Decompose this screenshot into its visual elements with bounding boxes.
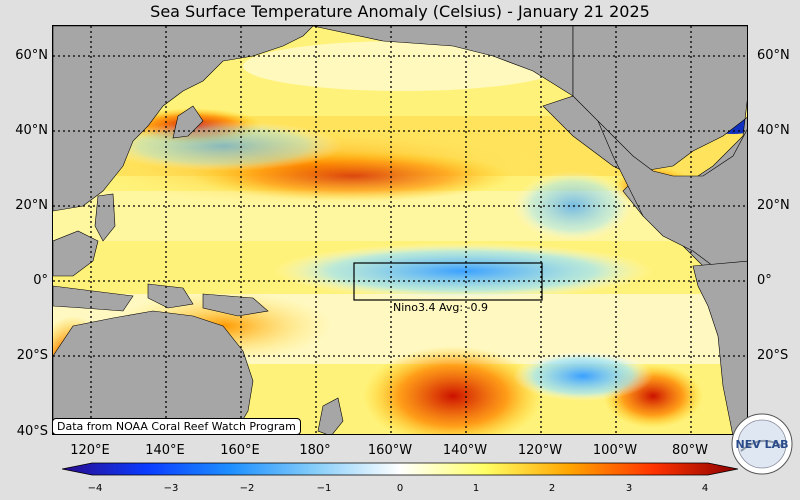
colorbar (62, 462, 738, 476)
new-guinea-land (202, 293, 269, 317)
lon-label-120e: 120°E (70, 443, 110, 458)
lon-label-140w: 140°W (442, 443, 488, 458)
lat-label-40n-right: 40°N (757, 123, 790, 138)
lon-label-180: 180° (299, 443, 331, 458)
colorbar-bar (62, 462, 738, 476)
lon-label-100w: 100°W (592, 443, 638, 458)
data-credit: Data from NOAA Coral Reef Watch Program (52, 418, 301, 435)
graticule (53, 26, 747, 434)
lat-label-20s-left: 20°S (16, 348, 48, 363)
lon-label-120w: 120°W (517, 443, 563, 458)
lat-label-60n-right: 60°N (757, 48, 790, 63)
colorbar-tick: −2 (239, 483, 255, 494)
nino34-box (353, 262, 543, 301)
se-asia-land (53, 230, 99, 277)
colorbar-tick: 4 (701, 483, 709, 494)
equatorial-cool-tongue (273, 243, 653, 299)
map-canvas (53, 26, 747, 434)
colorbar-tick: −3 (163, 483, 179, 494)
lat-label-20n-left: 20°N (15, 198, 48, 213)
colorbar-tick: 2 (548, 483, 556, 494)
japan-land (172, 105, 204, 139)
south-pacific-hot-patch (363, 346, 543, 434)
lat-label-20n-right: 20°N (757, 198, 790, 213)
australia-land (53, 310, 254, 434)
lat-label-40s-left: 40°S (16, 424, 48, 439)
nev-lab-logo: NEV LAB (731, 413, 793, 475)
lon-label-160w: 160°W (367, 443, 413, 458)
south-america-land (692, 260, 747, 434)
asia-land (53, 26, 314, 212)
lon-label-80w: 80°W (672, 443, 708, 458)
lat-label-60n-left: 60°N (15, 48, 48, 63)
colorbar-tick: 0 (396, 483, 404, 494)
colorbar-tick: 3 (625, 483, 633, 494)
sst-anomaly-map (52, 25, 748, 435)
lat-label-eq-left: 0° (33, 273, 48, 288)
lon-label-160e: 160°E (220, 443, 260, 458)
new-zealand-land (317, 397, 344, 434)
map-title: Sea Surface Temperature Anomaly (Celsius… (150, 2, 650, 21)
lon-label-140e: 140°E (145, 443, 185, 458)
nino34-average-label: Nino3.4 Avg: -0.9 (393, 301, 489, 314)
colorbar-tick: −4 (87, 483, 103, 494)
lat-label-20s-right: 20°S (757, 348, 789, 363)
colorbar-tick: 1 (472, 483, 480, 494)
logo-text: NEV LAB (736, 438, 789, 451)
colorbar-tick: −1 (316, 483, 332, 494)
lat-label-40n-left: 40°N (15, 123, 48, 138)
lat-label-eq-right: 0° (757, 273, 772, 288)
